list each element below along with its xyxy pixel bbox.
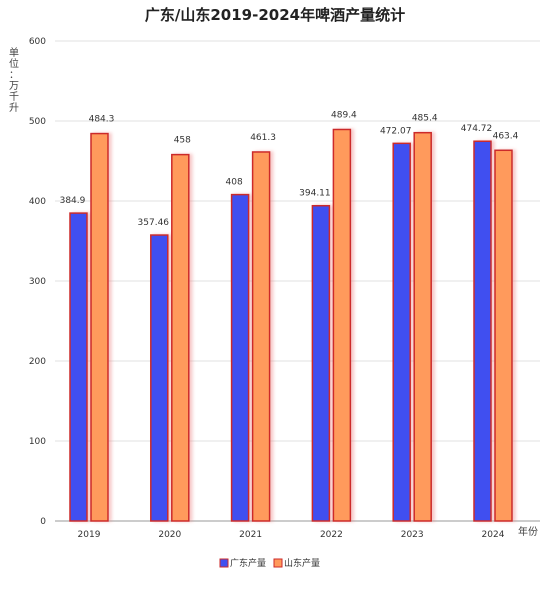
bar-shandong [494,149,513,522]
y-unit-char: 单 [9,47,19,59]
x-tick-label: 2023 [401,530,424,540]
x-tick-label: 2019 [78,530,101,540]
y-tick-label: 300 [29,277,46,287]
bar-guangdong [392,142,411,522]
legend-swatch [219,558,229,568]
gridlines [55,40,540,522]
data-label: 394.11 [299,189,331,199]
bar-shandong [332,128,352,522]
bar-shandong [413,131,432,522]
legend-swatch [273,558,283,568]
data-label: 472.07 [380,126,412,136]
x-tick-label: 2020 [158,530,181,540]
y-unit-char: ： [9,70,19,81]
data-label: 458 [174,136,191,146]
bar-guangdong [473,140,492,522]
data-label: 357.46 [138,218,170,228]
legend-item: 山东产量 [273,557,320,569]
y-tick-label: 500 [29,117,46,127]
data-label: 489.4 [331,110,357,120]
y-tick-label: 100 [29,437,46,447]
x-tick-label: 2022 [320,530,343,540]
y-unit-label: 单位：万千升 [9,47,19,114]
bars [69,128,513,522]
y-tick-label: 600 [29,37,46,47]
data-label: 463.4 [493,131,519,141]
data-labels: 384.9 484.3 357.46 458 408 461.3 394.11 489.4 47… [60,110,519,228]
legend-label: 广东产量 [230,557,266,569]
data-label: 474.72 [461,124,493,134]
bar-guangdong [311,204,331,522]
y-unit-char: 千 [9,91,19,103]
y-tick-label: 0 [40,517,46,527]
bar-guangdong [150,234,169,522]
bar-shandong [171,153,190,522]
y-tick-label: 200 [29,357,46,367]
legend-label: 山东产量 [284,557,320,569]
data-label: 384.9 [60,196,86,206]
x-tick-label: 2024 [482,530,505,540]
y-unit-char: 位 [9,57,19,70]
bar-shandong [90,132,109,522]
x-axis: 2019 2020 2021 2022 2023 2024 [78,530,505,540]
bar-shandong [251,151,271,522]
y-unit-char: 万 [9,81,19,92]
data-label: 408 [226,178,243,188]
data-label: 485.4 [412,114,438,124]
x-axis-label: 年份 [518,525,538,538]
x-tick-label: 2021 [239,530,262,540]
legend: 广东产量 山东产量 [219,557,320,569]
data-label: 461.3 [250,133,276,143]
bar-guangdong [69,212,88,522]
y-unit-char: 升 [9,102,19,114]
y-tick-label: 400 [29,197,46,207]
legend-item: 广东产量 [219,557,266,569]
data-label: 484.3 [89,115,115,125]
bar-guangdong [230,193,250,522]
chart-title: 广东/山东2019-2024年啤酒产量统计 [145,6,405,24]
y-axis: 0 100 200 300 400 500 600 [29,37,46,527]
